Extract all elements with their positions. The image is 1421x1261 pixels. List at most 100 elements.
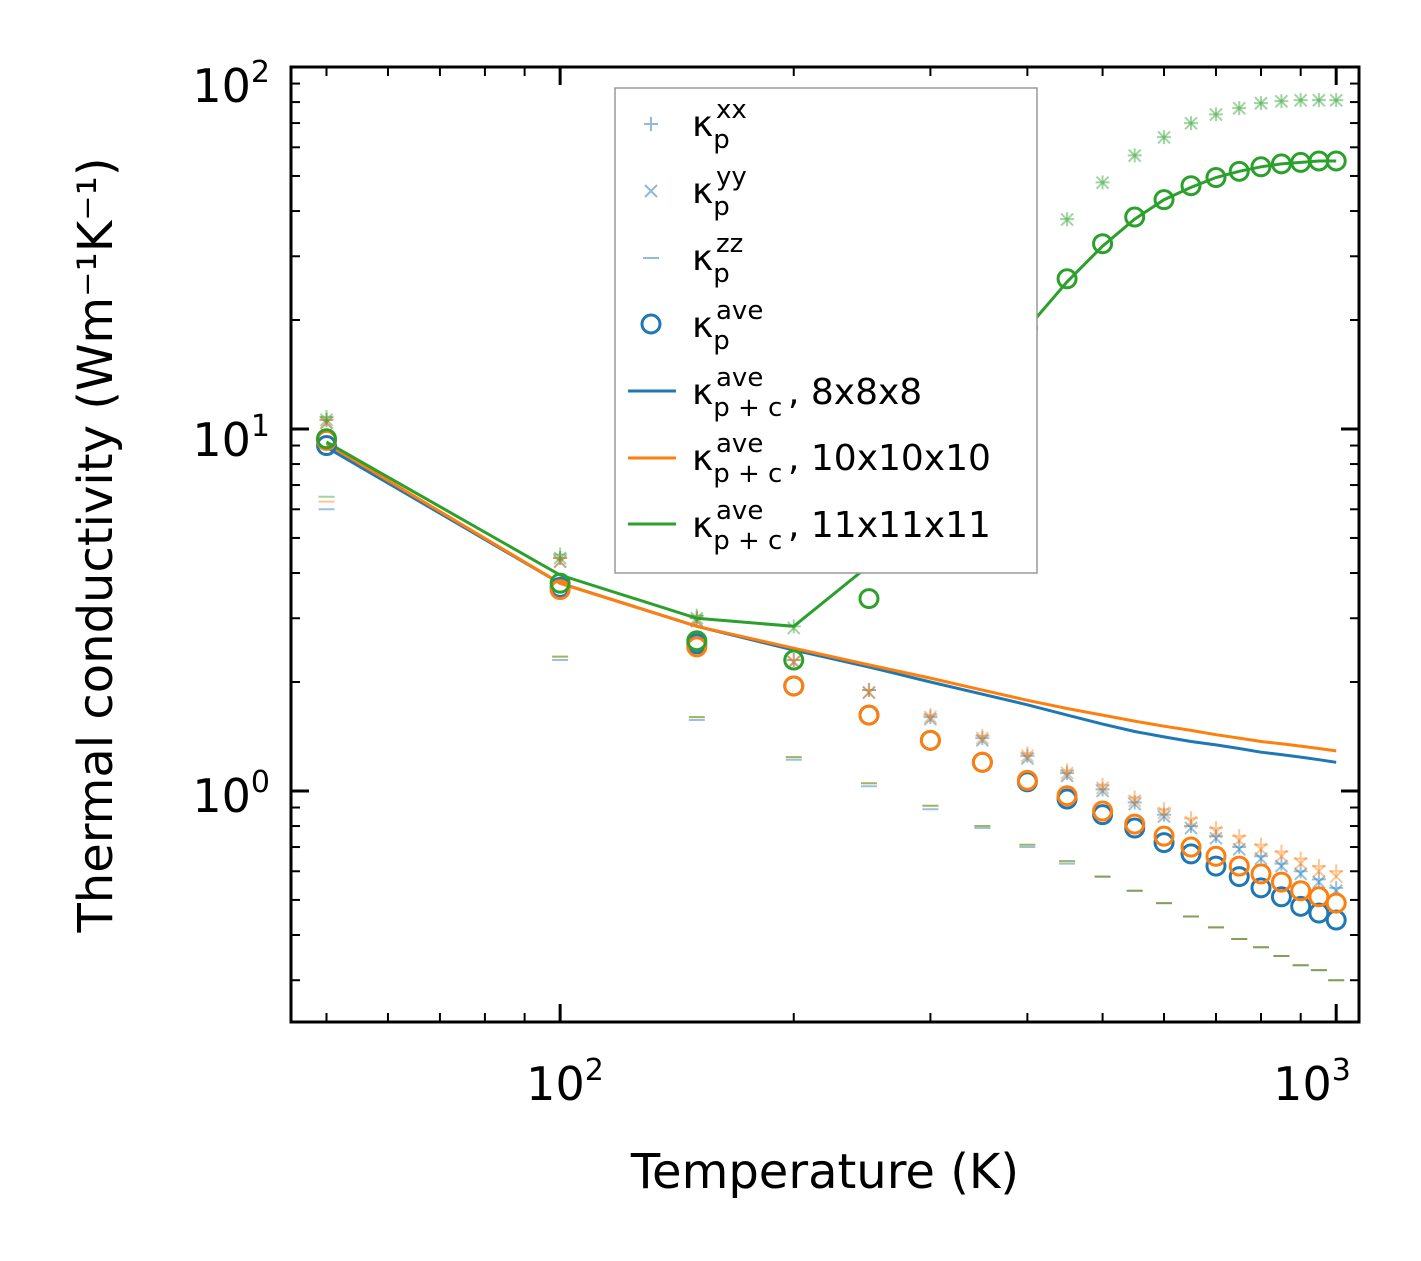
kappa-p-xx-point xyxy=(1329,93,1344,108)
kappa-p-xx-point xyxy=(923,710,938,725)
kappa-p-ave-point xyxy=(686,630,708,652)
kappa-p-xx-point xyxy=(786,653,801,668)
kappa-p-yy-point xyxy=(1274,849,1289,863)
y-tick-label-10: 101 xyxy=(192,409,270,467)
legend-label-kappa-pc-10: κp + cave, 10x10x10 xyxy=(692,429,991,489)
kappa-p-xx-point xyxy=(1184,819,1198,834)
kappa-p-yy-point xyxy=(862,685,876,700)
kappa-p-yy-point xyxy=(1060,212,1074,227)
kappa-p-xx-point xyxy=(1157,130,1172,145)
legend-marker-circle xyxy=(640,313,662,335)
kappa-p-ave-point xyxy=(1092,800,1114,822)
kappa-p-yy-point xyxy=(319,413,334,427)
kappa-p-ave-point xyxy=(549,572,571,594)
kappa-p-xx-point xyxy=(1208,821,1223,836)
kappa-p-yy-point xyxy=(1293,856,1308,871)
kappa-p-ave-point xyxy=(1124,813,1146,835)
kappa-p-ave-point xyxy=(549,579,571,601)
kappa-p-xx-point xyxy=(861,683,876,698)
kappa-p-ave-point xyxy=(1325,892,1347,914)
kappa-p-yy-point xyxy=(1184,116,1198,131)
kappa-p-yy-point xyxy=(553,551,567,565)
kappa-p-xx-point xyxy=(1253,849,1268,864)
series-11x11x11-ave-circles xyxy=(316,150,1347,671)
kappa-p-xx-point xyxy=(1060,763,1075,778)
kappa-p-yy-point xyxy=(1274,859,1289,873)
kappa-p-xx-point xyxy=(1184,116,1198,131)
kappa-p-xx-point xyxy=(1329,880,1344,895)
kappa-p-yy-point xyxy=(1312,875,1326,889)
x-tick-label-1000: 103 xyxy=(1273,1053,1351,1111)
kappa-p-ave-point xyxy=(1270,871,1292,893)
kappa-p-xx-point xyxy=(1253,837,1268,852)
kappa-p-xx-point xyxy=(1311,93,1326,108)
kappa-p-yy-point xyxy=(862,685,876,700)
kappa-p-yy-point xyxy=(1127,793,1142,808)
kappa-p-yy-point xyxy=(1209,107,1223,122)
kappa-p-yy-point xyxy=(1329,93,1343,108)
kappa-p-xx-point xyxy=(1060,766,1075,781)
kappa-p-xx-point xyxy=(1095,777,1110,792)
kappa-p-ave-point xyxy=(686,636,708,658)
kappa-p-xx-point xyxy=(1127,148,1142,163)
kappa-p-ave-point xyxy=(1180,836,1202,858)
y-tick-label-100: 102 xyxy=(192,55,270,113)
legend-label-kappa-p-yy: κpyy xyxy=(692,162,747,222)
legend-markers xyxy=(628,117,676,526)
kappa-p-ave-point xyxy=(1250,863,1272,885)
kappa-p-xx-point xyxy=(1232,840,1247,855)
kappa-p-ave-point xyxy=(1016,769,1038,791)
kappa-p-yy-point xyxy=(1293,93,1308,108)
kappa-pc-ave-line-11x11x11 xyxy=(325,159,1337,628)
x-axis-title: Temperature (K) xyxy=(630,1144,1019,1200)
y-tick-labels: 100 101 102 xyxy=(192,55,270,823)
series-10x10x10-points xyxy=(318,412,1345,982)
kappa-p-ave-point xyxy=(783,675,805,697)
kappa-p-yy-point xyxy=(1060,766,1074,780)
kappa-p-ave-point xyxy=(858,704,880,726)
kappa-p-xx-point xyxy=(1095,175,1110,190)
kappa-p-ave-point xyxy=(1124,206,1146,228)
kappa-p-ave-point xyxy=(1092,233,1114,255)
kappa-p-xx-point xyxy=(1020,748,1035,763)
kappa-p-yy-point xyxy=(1232,101,1246,115)
kappa-p-xx-point xyxy=(1293,851,1308,866)
kappa-p-yy-point xyxy=(1095,784,1110,798)
kappa-p-xx-point xyxy=(1274,856,1289,871)
kappa-p-xx-point xyxy=(1095,782,1110,797)
kappa-p-ave-point xyxy=(1056,268,1078,290)
kappa-p-xx-point xyxy=(553,547,568,562)
kappa-p-yy-point xyxy=(1095,781,1110,795)
kappa-p-ave-point xyxy=(919,729,941,751)
kappa-p-xx-point xyxy=(1184,811,1198,826)
kappa-p-yy-point xyxy=(923,710,938,724)
y-tick-label-1: 100 xyxy=(192,765,270,823)
kappa-p-yy-point xyxy=(1157,130,1171,145)
kappa-p-ave-point xyxy=(1250,877,1272,899)
kappa-p-yy-point xyxy=(1232,833,1246,848)
kappa-p-xx-point xyxy=(553,551,568,566)
kappa-p-xx-point xyxy=(1329,864,1344,879)
kappa-p-ave-point xyxy=(1056,785,1078,807)
kappa-p-xx-point xyxy=(1311,859,1326,874)
kappa-p-xx-point xyxy=(1293,864,1308,879)
kappa-p-xx-point xyxy=(923,708,938,723)
kappa-p-yy-point xyxy=(1020,749,1035,763)
kappa-p-yy-point xyxy=(1184,821,1198,835)
kappa-p-ave-point xyxy=(1325,150,1347,172)
kappa-p-xx-point xyxy=(1127,795,1142,810)
legend-label-kappa-p-ave: κpave xyxy=(692,296,763,356)
kappa-p-yy-point xyxy=(1329,869,1343,884)
kappa-p-ave-point xyxy=(1180,843,1202,865)
kappa-p-xx-point xyxy=(1253,96,1268,111)
legend-label-kappa-p-xx: κpxx xyxy=(692,95,747,155)
kappa-p-xx-point xyxy=(786,653,801,668)
kappa-pc-ave-line-8x8x8 xyxy=(325,446,1337,764)
legend-marker-cross xyxy=(644,184,658,198)
kappa-p-yy-point xyxy=(975,733,990,748)
kappa-p-xx-point xyxy=(1293,93,1308,108)
kappa-p-xx-point xyxy=(319,412,334,427)
kappa-p-ave-point xyxy=(1153,189,1175,211)
legend-box xyxy=(614,87,1038,574)
kappa-p-ave-point xyxy=(1205,855,1227,877)
